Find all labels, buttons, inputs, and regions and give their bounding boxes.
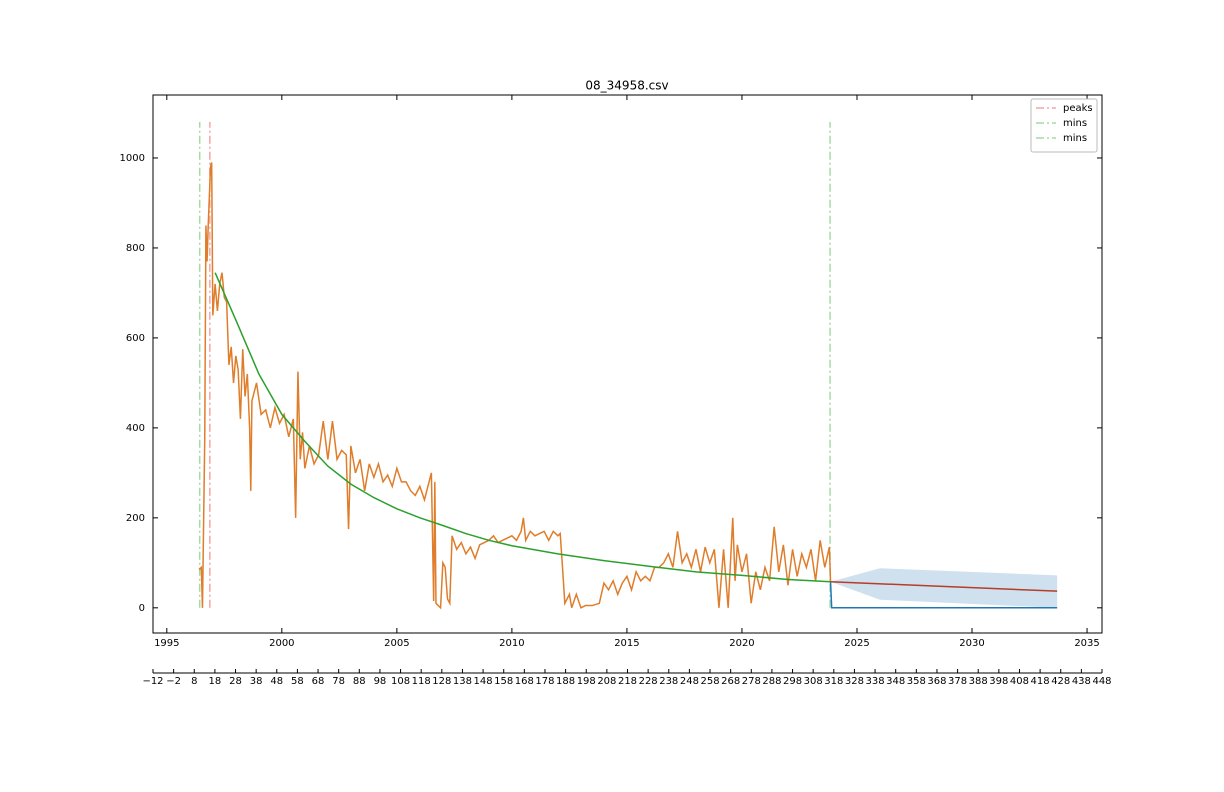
x2-tick-label: 188: [556, 676, 575, 687]
y-tick-label: 200: [126, 513, 145, 524]
x2-tick-label: 138: [453, 676, 472, 687]
x2-tick-label: 308: [804, 676, 823, 687]
x2-tick-label: 98: [374, 676, 387, 687]
x-tick-label: 2005: [384, 638, 409, 649]
x2-tick-label: 438: [1072, 676, 1091, 687]
y-tick-label: 800: [126, 243, 145, 254]
x2-tick-label: 198: [577, 676, 596, 687]
x2-tick-label: 168: [515, 676, 534, 687]
y-tick-label: 600: [126, 333, 145, 344]
x2-tick-label: 158: [494, 676, 513, 687]
x2-tick-label: 388: [969, 676, 988, 687]
x2-tick-label: 58: [291, 676, 304, 687]
x2-tick-label: 278: [742, 676, 761, 687]
series-line: [198, 162, 832, 610]
x2-tick-label: 228: [639, 676, 658, 687]
x2-tick-label: 268: [721, 676, 740, 687]
x-tick-label: 1995: [154, 638, 179, 649]
x2-tick-label: −12: [142, 676, 163, 687]
x2-tick-label: 18: [209, 676, 222, 687]
x2-tick-label: 38: [250, 676, 263, 687]
x2-tick-label: 108: [391, 676, 410, 687]
plot-frame: [152, 94, 1103, 634]
x2-tick-label: 398: [989, 676, 1008, 687]
y-tick-label: 0: [139, 603, 145, 614]
x2-tick-label: 248: [680, 676, 699, 687]
x2-tick-label: 448: [1092, 676, 1111, 687]
x2-tick-label: 68: [312, 676, 325, 687]
confidence-band: [830, 568, 1058, 608]
x2-tick-label: 48: [270, 676, 283, 687]
x2-tick-label: 298: [783, 676, 802, 687]
x2-tick-label: 408: [1010, 676, 1029, 687]
x2-tick-label: 218: [618, 676, 637, 687]
x-tick-label: 2000: [269, 638, 294, 649]
x2-tick-label: 368: [927, 676, 946, 687]
x2-tick-label: 28: [229, 676, 242, 687]
x2-tick-label: 128: [432, 676, 451, 687]
x2-tick-label: 88: [353, 676, 366, 687]
x2-tick-label: −2: [166, 676, 181, 687]
x2-tick-label: 238: [659, 676, 678, 687]
x2-tick-label: 258: [700, 676, 719, 687]
x2-tick-label: 328: [845, 676, 864, 687]
y-tick-label: 1000: [120, 153, 145, 164]
legend-label: mins: [1063, 133, 1087, 144]
x2-tick-label: 148: [474, 676, 493, 687]
series-line: [214, 272, 831, 583]
x-tick-label: 2025: [844, 638, 869, 649]
x-tick-label: 2015: [614, 638, 639, 649]
x2-tick-label: 178: [535, 676, 554, 687]
x-tick-label: 2020: [729, 638, 754, 649]
x2-tick-label: 208: [597, 676, 616, 687]
x2-tick-label: 348: [886, 676, 905, 687]
x-tick-label: 2035: [1074, 638, 1099, 649]
x2-tick-label: 288: [762, 676, 781, 687]
x2-tick-label: 378: [948, 676, 967, 687]
legend-label: mins: [1063, 118, 1087, 129]
y-tick-label: 400: [126, 423, 145, 434]
x2-tick-label: 318: [824, 676, 843, 687]
series-line: [829, 581, 1058, 609]
series-line: [830, 580, 1058, 592]
x2-tick-label: 358: [907, 676, 926, 687]
x2-tick-label: 418: [1031, 676, 1050, 687]
chart-title: 08_34958.csv: [585, 79, 668, 93]
x2-tick-label: 118: [412, 676, 431, 687]
legend-label: peaks: [1063, 103, 1093, 114]
x-tick-label: 2010: [499, 638, 524, 649]
x-tick-label: 2030: [959, 638, 984, 649]
x2-tick-label: 338: [866, 676, 885, 687]
x2-tick-label: 8: [191, 676, 197, 687]
x2-tick-label: 428: [1051, 676, 1070, 687]
x2-tick-label: 78: [332, 676, 345, 687]
